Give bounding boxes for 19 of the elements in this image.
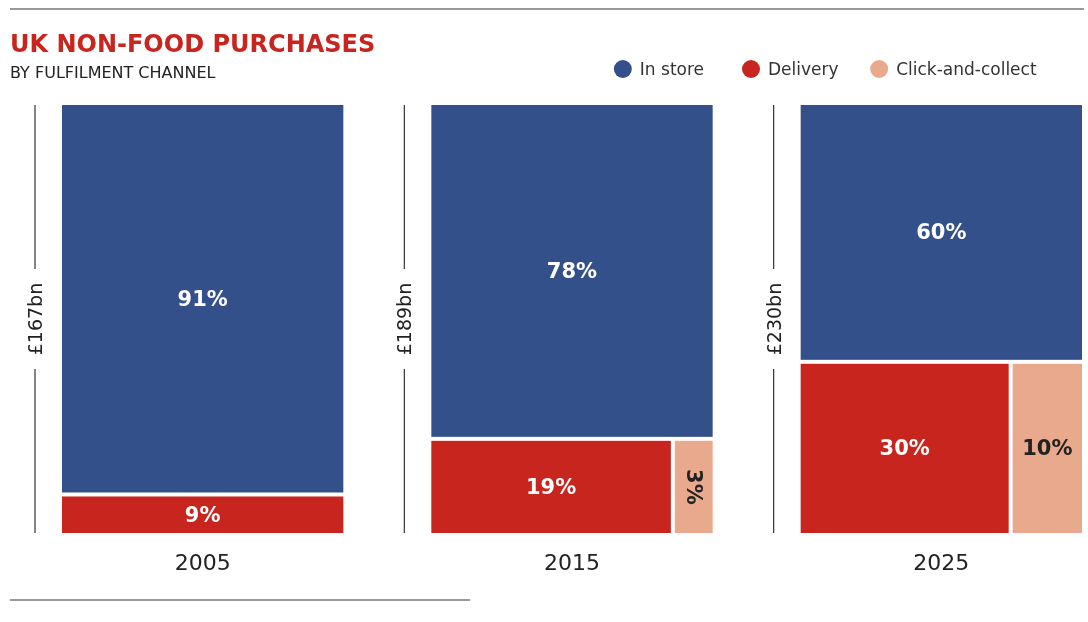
text: UK NON-FOOD PURCHASES xyxy=(10,30,376,58)
text: £189bn xyxy=(393,282,416,356)
data-label: 19% xyxy=(525,474,577,499)
text: £230bn xyxy=(762,282,785,356)
data-label: 3% xyxy=(681,469,706,505)
data-label: 30% xyxy=(879,436,930,461)
category-label: 2005 xyxy=(174,550,231,575)
data-label: 60% xyxy=(916,220,967,245)
legend-label: In store xyxy=(639,59,705,79)
data-label: 9% xyxy=(184,502,221,527)
category-label: 2015 xyxy=(544,550,600,575)
legend-label: Click-and-collect xyxy=(896,59,1037,79)
text: £167bn xyxy=(24,282,46,356)
legend-label: Delivery xyxy=(768,59,839,79)
data-label: 78% xyxy=(546,258,598,283)
category-label: 2025 xyxy=(913,550,970,575)
data-label: 91% xyxy=(177,286,228,311)
text: BY FULFILMENT CHANNEL xyxy=(10,63,216,82)
data-label: 10% xyxy=(1022,436,1073,461)
